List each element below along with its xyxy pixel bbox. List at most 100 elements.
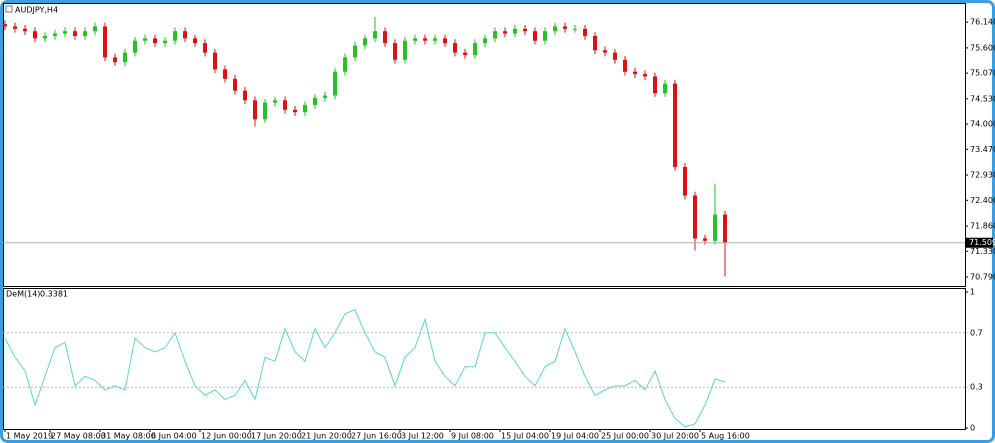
candle-body [103, 26, 107, 58]
candle-body [633, 71, 637, 75]
candle-body [133, 40, 137, 53]
candle-body [153, 38, 157, 44]
candle-body [333, 71, 337, 96]
y-tick-label: 76.140 [970, 18, 995, 27]
candle-body [173, 31, 177, 41]
candle-body [483, 38, 487, 44]
y-tick-label: 74.000 [970, 120, 995, 129]
x-tick-label: 31 May 08:00 [101, 432, 156, 441]
candle-body [593, 35, 597, 51]
y-tick-label: 72.400 [970, 196, 995, 205]
y-tick-label: 71.860 [970, 222, 995, 231]
candle-body [193, 38, 197, 44]
indicator-title: DeM(14) [6, 290, 40, 299]
x-tick-label: 25 Jul 00:00 [601, 432, 649, 441]
candle-body [493, 31, 497, 39]
candle-body [373, 31, 377, 39]
y-tick-label: 75.600 [970, 43, 995, 52]
candle-body [613, 52, 617, 60]
candle-body [443, 38, 447, 44]
indicator-value: 0.3381 [40, 290, 68, 299]
y-tick-label: 72.930 [970, 171, 995, 180]
candle-body [283, 100, 287, 110]
candle-body [113, 57, 117, 63]
candle-body [43, 35, 47, 39]
candle-body [163, 40, 167, 44]
candle-body [623, 59, 627, 72]
candle-body [463, 52, 467, 56]
x-tick-label: 5 Aug 16:00 [701, 432, 750, 441]
candle-body [543, 31, 547, 41]
y-tick-label: 0 [970, 424, 975, 433]
candle-body [693, 195, 697, 239]
y-tick-label: 73.470 [970, 145, 995, 154]
y-tick-label: 0.3 [970, 383, 983, 392]
price-pane [3, 3, 966, 287]
y-tick-label: 75.070 [970, 69, 995, 78]
candle-body [723, 214, 727, 243]
candle-body [293, 109, 297, 113]
x-tick-label: 3 Jul 12:00 [401, 432, 444, 441]
x-tick-label: 12 Jun 00:00 [201, 432, 252, 441]
candle-body [23, 28, 27, 32]
indicator-pane [3, 288, 966, 430]
candle-body [343, 57, 347, 72]
candle-body [573, 28, 577, 30]
candle-body [223, 69, 227, 79]
candle-body [383, 31, 387, 44]
x-tick-label: 1 May 2019 [6, 432, 53, 441]
x-tick-label: 19 Jul 04:00 [551, 432, 599, 441]
candle-body [703, 238, 707, 241]
candle-body [263, 102, 267, 120]
y-tick-label: 71.330 [970, 247, 995, 256]
candle-body [663, 83, 667, 94]
candle-body [323, 95, 327, 98]
candle-body [603, 50, 607, 53]
candle-body [233, 78, 237, 91]
x-tick-label: 15 Jul 04:00 [501, 432, 549, 441]
candle-body [203, 43, 207, 53]
candle-body [63, 31, 67, 34]
symbol-icon [5, 5, 13, 13]
y-tick-label: 0.7 [970, 328, 983, 337]
candle-body [353, 45, 357, 58]
x-tick-label: 17 Jun 20:00 [251, 432, 302, 441]
candle-body [213, 52, 217, 70]
chart-title: AUDJPY,H4 [15, 6, 58, 15]
candle-body [423, 38, 427, 41]
candle-body [73, 31, 77, 36]
candle-body [253, 100, 257, 120]
candle-body [583, 28, 587, 36]
candle-body [13, 26, 17, 29]
candle-body [83, 31, 87, 36]
current-price-box [966, 237, 993, 248]
x-tick-label: 6 Jun 04:00 [151, 432, 197, 441]
x-tick-label: 30 Jul 20:00 [651, 432, 699, 441]
candle-body [523, 28, 527, 32]
candle-body [143, 38, 147, 41]
candle-body [123, 52, 127, 63]
candle-body [53, 33, 57, 36]
candle-body [533, 31, 537, 41]
candle-body [303, 105, 307, 113]
candle-body [673, 83, 677, 167]
candle-body [433, 38, 437, 41]
candle-body [503, 31, 507, 34]
candle-body [313, 97, 317, 106]
candle-body [563, 26, 567, 29]
candle-body [243, 90, 247, 101]
candle-body [3, 24, 7, 27]
x-tick-label: 9 Jul 08:00 [451, 432, 494, 441]
y-tick-label: 74.530 [970, 94, 995, 103]
candle-body [683, 166, 687, 196]
candle-body [453, 43, 457, 53]
candle-body [513, 28, 517, 34]
candle-body [713, 214, 717, 241]
candle-body [183, 31, 187, 39]
candle-body [473, 43, 477, 56]
candle-body [93, 26, 97, 32]
candle-body [643, 74, 647, 77]
candle-body [403, 40, 407, 60]
current-price-label: 71.509 [969, 238, 995, 247]
